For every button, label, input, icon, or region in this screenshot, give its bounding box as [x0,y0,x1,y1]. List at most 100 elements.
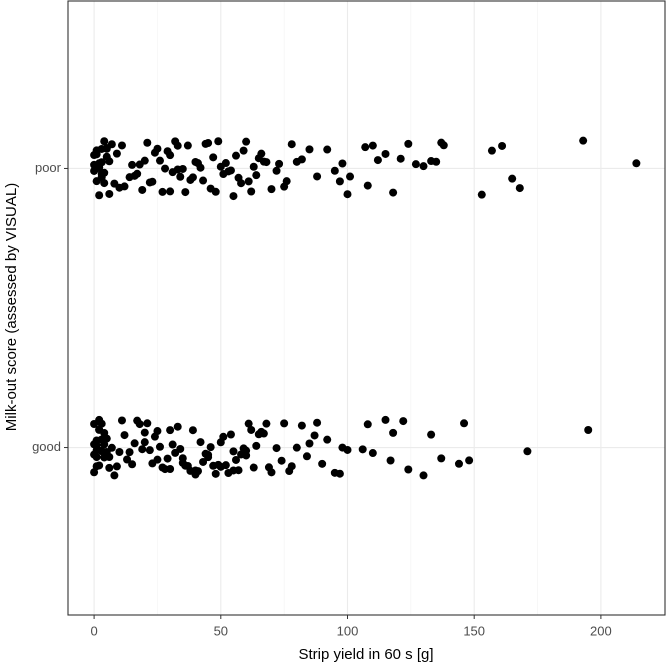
point [389,188,398,197]
point [313,418,322,427]
point [196,438,205,447]
point [100,137,109,146]
x-axis-label: Strip yield in 60 s [g] [298,646,433,663]
point [389,428,398,437]
point [297,421,306,430]
point [178,164,187,173]
point [272,166,281,175]
point [204,139,213,148]
point [411,160,420,169]
point [173,422,182,431]
point [166,187,175,196]
point [404,465,413,474]
y-tick-label: good [32,439,61,454]
point [419,162,428,171]
point [140,156,149,165]
point [399,417,408,426]
point [153,427,162,436]
point [221,461,230,470]
point [343,190,352,199]
point [454,459,463,468]
point [211,469,220,478]
point [396,154,405,163]
point [335,177,344,186]
point [163,454,172,463]
point [229,447,238,456]
point [95,191,104,200]
point [105,453,114,462]
point [427,430,436,439]
panel-border [67,0,666,616]
point [112,149,121,158]
point [579,136,588,145]
y-tick-label: poor [35,160,62,175]
point [242,446,251,455]
point [140,438,149,447]
point [173,141,182,150]
point [214,137,223,146]
point [432,157,441,166]
point [143,138,152,147]
point [92,453,101,462]
point [123,455,132,464]
point [313,172,322,181]
point [155,156,164,165]
point [193,467,202,476]
point [112,462,121,471]
point [262,158,271,167]
point [287,462,296,471]
point [242,137,251,146]
point [287,140,296,149]
point [632,159,641,168]
point [247,187,256,196]
point [323,435,332,444]
point [115,448,124,457]
x-tick-label: 100 [337,623,359,638]
point [120,431,129,440]
point [90,468,99,477]
point [183,141,192,150]
point [437,454,446,463]
point [267,468,276,477]
point [100,179,109,188]
point [498,141,507,150]
point [95,461,104,470]
point [97,419,106,428]
point [199,176,208,185]
point [209,153,218,162]
point [153,455,162,464]
point [158,187,167,196]
point [237,179,246,188]
point [196,163,205,172]
point [244,419,253,428]
point [465,456,474,465]
point [361,143,370,152]
point [168,440,177,449]
point [105,463,114,472]
point [125,448,134,457]
point [140,428,149,437]
point [508,174,517,183]
point [92,441,101,450]
point [226,166,235,175]
point [368,141,377,150]
point [143,419,152,428]
point [386,456,395,465]
point [166,426,175,435]
point [145,446,154,455]
point [135,420,144,429]
point [229,192,238,201]
point [133,169,142,178]
point [318,459,327,468]
point [249,463,258,472]
point [323,145,332,154]
point [153,144,162,153]
point [272,444,281,453]
point [477,190,486,199]
point [105,157,114,166]
point [188,173,197,182]
point [176,172,185,181]
point [419,471,428,480]
point [161,164,170,173]
